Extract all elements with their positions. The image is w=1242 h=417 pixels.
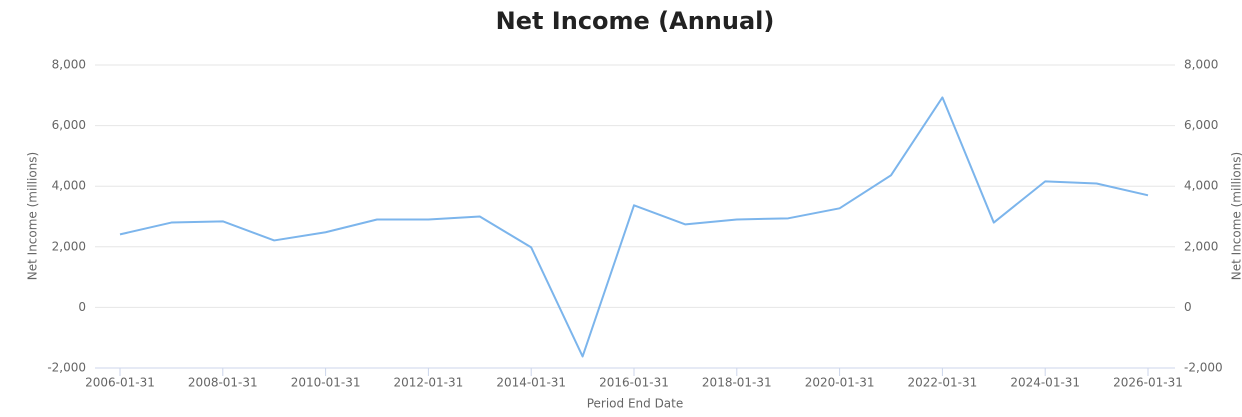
y2-tick-label: 0: [1184, 300, 1192, 314]
chart-title: Net Income (Annual): [496, 7, 775, 35]
x-tick-label: 2026-01-31: [1113, 376, 1183, 390]
x-tick-label: 2014-01-31: [496, 376, 566, 390]
x-tick-label: 2010-01-31: [291, 376, 361, 390]
y-tick-label: 2,000: [52, 239, 86, 253]
x-axis-title: Period End Date: [587, 397, 684, 411]
x-tick-label: 2012-01-31: [394, 376, 464, 390]
x-tick-label: 2022-01-31: [908, 376, 978, 390]
y2-axis-title: Net Income (millions): [1230, 152, 1242, 280]
y2-tick-label: 8,000: [1184, 58, 1218, 72]
y-tick-label: 8,000: [52, 58, 86, 72]
y2-tick-label: -2,000: [1184, 361, 1223, 375]
y-tick-label: 0: [78, 300, 86, 314]
x-tick-label: 2020-01-31: [805, 376, 875, 390]
y-tick-label: 6,000: [52, 118, 86, 132]
x-tick-label: 2018-01-31: [702, 376, 772, 390]
x-tick-label: 2016-01-31: [599, 376, 669, 390]
x-tick-label: 2006-01-31: [85, 376, 155, 390]
y-tick-label: 4,000: [52, 179, 86, 193]
y-tick-label: -2,000: [47, 361, 86, 375]
x-tick-label: 2024-01-31: [1010, 376, 1080, 390]
data-line: [119, 96, 1149, 358]
y-axis-title: Net Income (millions): [26, 152, 40, 280]
y2-tick-label: 4,000: [1184, 179, 1218, 193]
y2-tick-label: 2,000: [1184, 239, 1218, 253]
y2-tick-label: 6,000: [1184, 118, 1218, 132]
x-tick-label: 2008-01-31: [188, 376, 258, 390]
